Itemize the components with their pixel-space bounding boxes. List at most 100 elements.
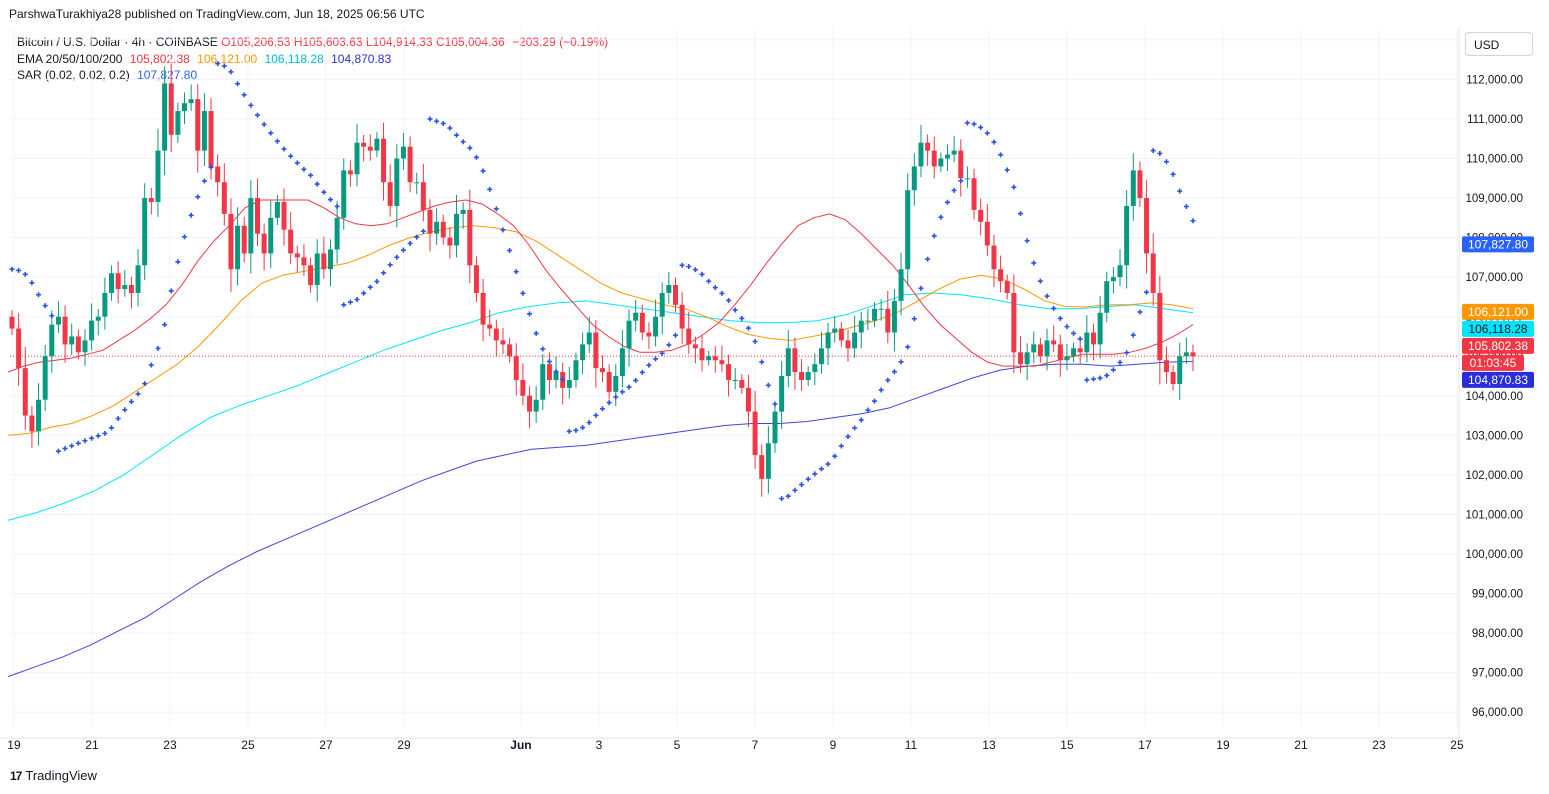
candle-body	[918, 142, 924, 167]
candle	[69, 323, 75, 356]
candle	[779, 361, 785, 429]
time-tick-label: 25	[1450, 738, 1464, 752]
candle-body	[646, 332, 652, 337]
sar-point	[566, 428, 572, 434]
candle-body	[885, 308, 891, 333]
candle-body	[958, 150, 964, 179]
ohlc-low: L104,914.33	[365, 35, 433, 49]
candle-body	[984, 221, 990, 246]
candle-body	[195, 99, 201, 151]
candle-body	[699, 348, 705, 361]
candle-body	[865, 320, 871, 322]
tradingview-logo-icon: 17	[10, 768, 22, 783]
ema100-line	[7, 292, 1194, 521]
candle	[646, 322, 652, 349]
sar-point	[1170, 171, 1176, 177]
candle	[606, 364, 612, 400]
candle	[228, 198, 234, 292]
sar-point	[22, 271, 28, 277]
candle	[546, 352, 552, 395]
candle	[639, 305, 645, 341]
candle	[586, 316, 592, 354]
candle-body	[1157, 292, 1163, 361]
legend-ema-row: EMA 20/50/100/200 105,802.38 106,121.00 …	[17, 51, 608, 68]
sar-series	[9, 61, 1196, 502]
price-tick-label: 100,000.00	[1465, 549, 1523, 561]
candle-body	[805, 372, 811, 380]
candle	[473, 256, 479, 302]
ema-label[interactable]: EMA 20/50/100/200	[17, 51, 123, 66]
currency-button[interactable]: USD	[1465, 32, 1533, 56]
candle	[732, 368, 738, 390]
candle	[852, 315, 858, 358]
candle-body	[573, 360, 579, 380]
candle	[1090, 323, 1096, 361]
sar-point	[493, 206, 499, 212]
candle	[420, 163, 426, 222]
candle-body	[540, 364, 546, 400]
candle-body	[434, 221, 440, 234]
sar-point	[274, 138, 280, 144]
candlestick-series	[9, 63, 1196, 497]
ohlc-high: H105,603.63	[293, 35, 363, 49]
candle	[109, 265, 115, 301]
candle	[294, 245, 300, 273]
candle	[361, 134, 367, 162]
candle	[672, 277, 678, 313]
candle	[188, 84, 194, 111]
sar-point	[606, 400, 612, 406]
candle	[414, 172, 420, 195]
candle	[513, 343, 519, 396]
candle	[726, 354, 732, 397]
time-tick-label: 7	[752, 738, 759, 752]
candle-body	[799, 372, 805, 380]
candle	[327, 239, 333, 287]
sar-point	[42, 303, 48, 309]
symbol-title[interactable]: Bitcoin / U.S. Dollar · 4h · COINBASE	[17, 35, 218, 49]
sar-point	[49, 313, 55, 319]
price-tag-text: 107,827.80	[1468, 237, 1528, 251]
candle	[308, 257, 314, 293]
ema20-line	[7, 199, 1194, 373]
candle	[958, 139, 964, 197]
candle	[1177, 342, 1183, 400]
candle	[75, 329, 81, 360]
footer-brand[interactable]: 17 TradingView	[10, 768, 97, 783]
time-tick-label: 19	[7, 738, 21, 752]
candle	[22, 346, 28, 430]
sar-point	[201, 178, 207, 184]
candle	[1163, 346, 1169, 384]
candle-body	[188, 99, 194, 104]
candle	[1097, 296, 1103, 359]
candle-body	[407, 146, 413, 183]
candle-body	[898, 269, 904, 301]
sar-label[interactable]: SAR (0.02, 0.02, 0.2)	[17, 68, 130, 82]
sar-point	[779, 496, 785, 502]
sar-point	[1124, 350, 1130, 356]
sar-point	[1084, 377, 1090, 383]
candle-body	[321, 253, 327, 270]
candle-body	[653, 316, 659, 337]
candle-body	[394, 158, 400, 206]
sar-point	[400, 247, 406, 253]
candle-body	[1150, 253, 1156, 293]
candle-body	[593, 332, 599, 369]
candle-body	[1037, 344, 1043, 357]
sar-point	[838, 443, 844, 449]
candle-body	[381, 138, 387, 183]
sar-point	[341, 302, 347, 308]
price-tick-label: 98,000.00	[1472, 628, 1523, 640]
candle	[580, 332, 586, 375]
candle-body	[142, 198, 148, 266]
candle-body	[361, 142, 367, 147]
candle	[600, 355, 605, 383]
sar-point	[1110, 367, 1116, 373]
price-tag-countdown: 01:03:45	[1462, 354, 1524, 371]
candle	[799, 359, 805, 391]
sar-point	[1097, 375, 1103, 381]
sar-point	[858, 417, 864, 423]
sar-point	[434, 118, 440, 124]
candle	[659, 282, 665, 335]
sar-point	[89, 435, 95, 441]
